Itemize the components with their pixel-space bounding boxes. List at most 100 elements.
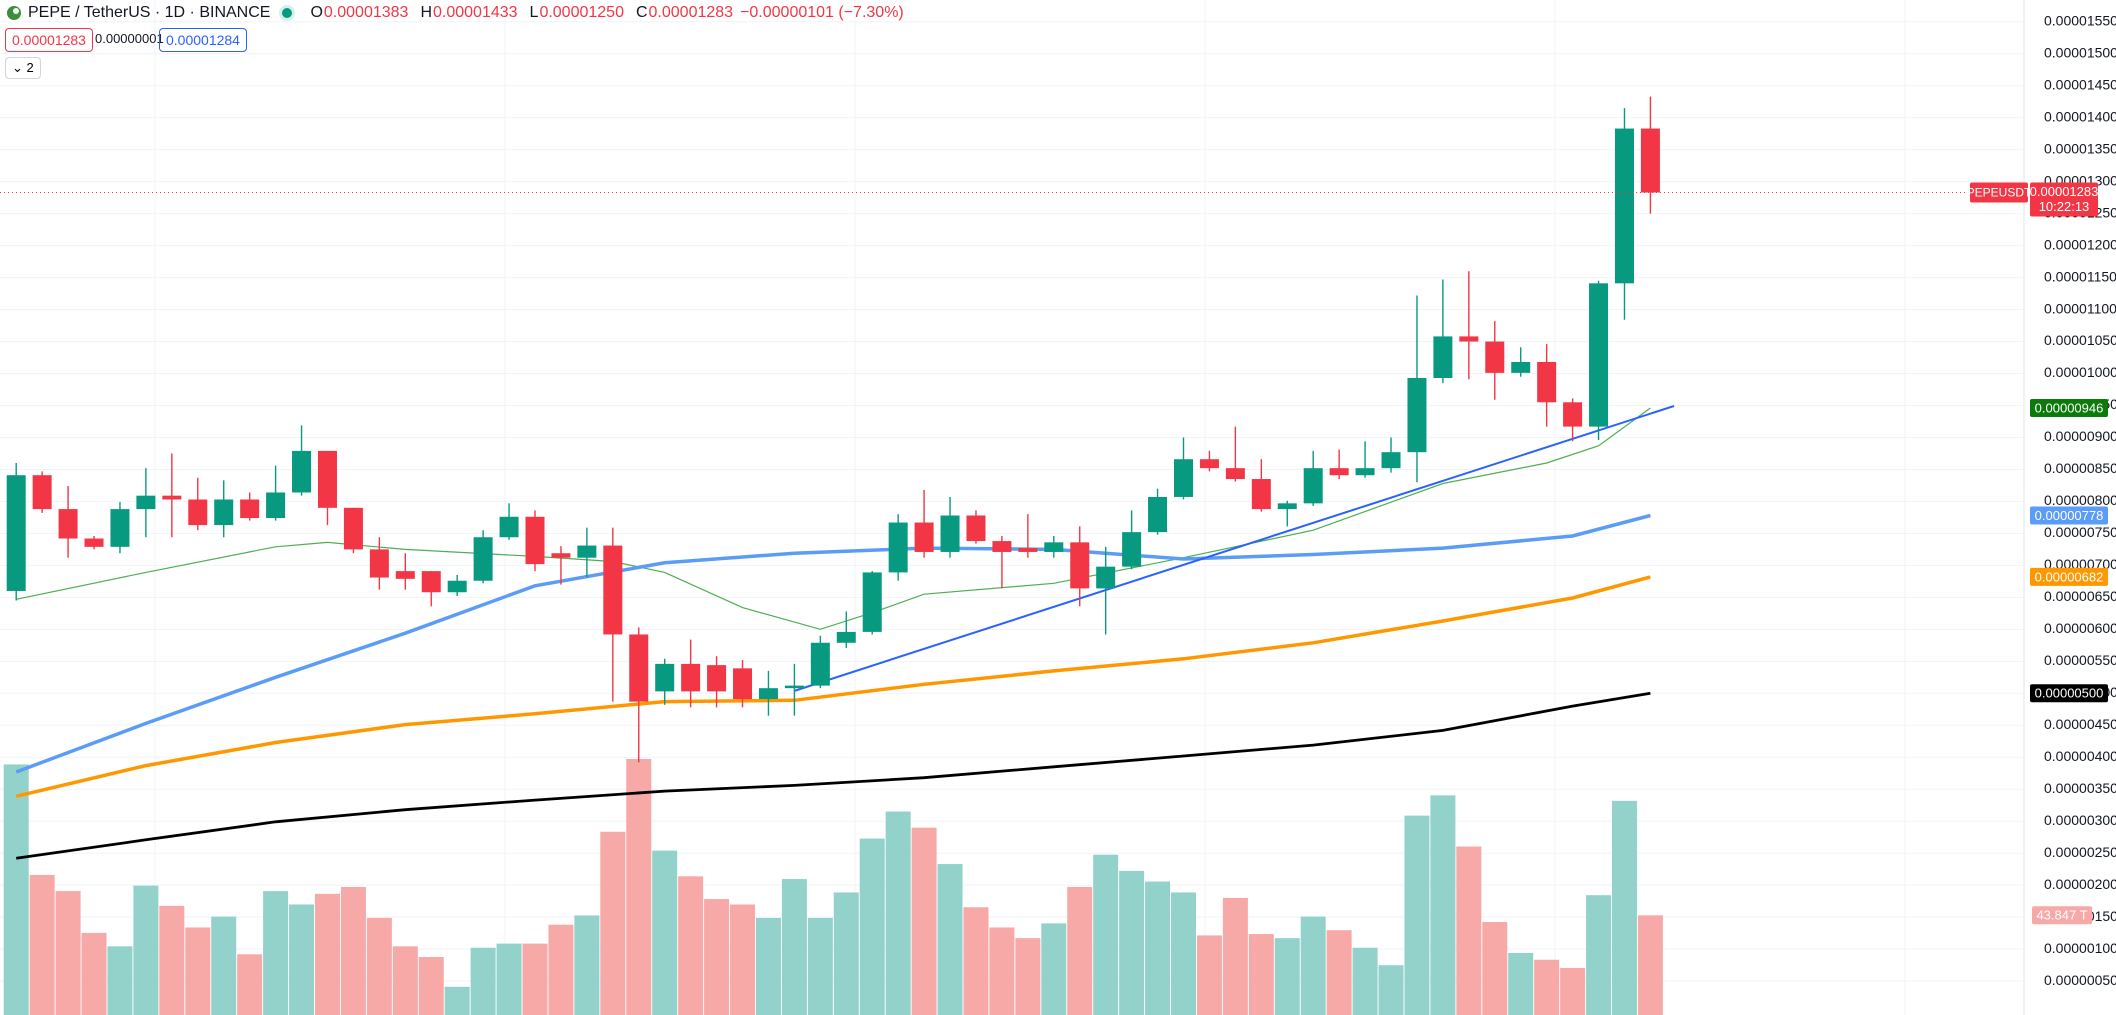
volume-bar — [626, 759, 652, 1015]
candle-body — [629, 634, 649, 702]
candle-body — [655, 663, 675, 692]
symbol-badge-label: PEPEUSDT — [1967, 186, 2032, 200]
candle-body — [1329, 468, 1349, 476]
volume-bar — [1404, 815, 1430, 1015]
y-tick-label: 0.00000300 — [2044, 812, 2116, 828]
price-badge-label: 0.00001283 — [2030, 184, 2099, 199]
candle-body — [473, 537, 493, 581]
symbol[interactable]: PEPE / TetherUS · 1D · BINANCE — [28, 4, 271, 21]
spread: 0.00000001 — [95, 31, 164, 46]
volume-bar — [263, 891, 289, 1015]
volume-bar — [1534, 959, 1560, 1015]
candle-body — [1251, 479, 1271, 510]
volume-bar — [781, 879, 807, 1015]
volume-bar — [1378, 965, 1404, 1015]
candle-body — [32, 475, 52, 510]
y-tick-label: 0.00000350 — [2044, 780, 2116, 796]
volume-bar — [3, 764, 29, 1015]
trendline[interactable] — [793, 405, 1675, 692]
ma-badge — [2030, 567, 2108, 586]
volume-bar — [496, 943, 522, 1015]
y-tick-label: 0.00001000 — [2044, 364, 2116, 380]
candle-body — [577, 545, 597, 558]
candle-body — [1537, 361, 1557, 403]
volume-bar — [911, 827, 937, 1015]
volume-bar — [1611, 800, 1637, 1015]
ma-badge — [2030, 399, 2108, 418]
open-label: O — [310, 4, 323, 21]
candle-body — [707, 665, 727, 692]
y-tick-label: 0.00000450 — [2044, 716, 2116, 732]
candle-body — [1485, 341, 1505, 373]
ma-badge-label: 0.00000682 — [2035, 569, 2104, 584]
low-value: 0.00001250 — [539, 4, 624, 21]
high-value: 0.00001433 — [433, 4, 518, 21]
indicators-toggle[interactable]: ⌄ 2 — [5, 57, 41, 79]
candle-body — [499, 516, 519, 538]
volume-bar — [289, 904, 315, 1015]
candle-body — [758, 688, 778, 700]
y-tick-label: 0.00001050 — [2044, 332, 2116, 348]
candle-body — [1044, 542, 1064, 552]
candle-body — [1589, 283, 1609, 427]
buy-button[interactable]: 0.00001284 — [159, 28, 247, 52]
candle-body — [551, 553, 571, 558]
volume-bar — [1508, 952, 1534, 1015]
candle-body — [836, 631, 856, 643]
volume-bar — [1300, 916, 1326, 1015]
open-value: 0.00001383 — [323, 4, 409, 21]
y-tick-label: 0.00000400 — [2044, 748, 2116, 764]
ma-badge — [2030, 684, 2108, 703]
y-tick-label: 0.00001200 — [2044, 236, 2116, 252]
volume-bar — [1430, 795, 1456, 1015]
volume-bar — [1145, 881, 1171, 1015]
change: −0.00000101 (−7.30%) — [740, 4, 904, 21]
volume-bar — [1586, 895, 1612, 1015]
y-tick-label: 0.00000100 — [2044, 940, 2116, 956]
candle-body — [1225, 468, 1245, 480]
candle-body — [862, 572, 882, 632]
candle-body — [343, 507, 363, 550]
sell-button[interactable]: 0.00001283 — [5, 28, 93, 52]
y-tick-label: 0.00000650 — [2044, 588, 2116, 604]
high-label: H — [420, 4, 432, 21]
y-tick-label: 0.00001400 — [2044, 108, 2116, 124]
candle-body — [369, 549, 389, 578]
volume-bar — [859, 838, 885, 1015]
candle-body — [1355, 468, 1375, 476]
candle-body — [603, 545, 623, 635]
candle-body — [1199, 459, 1219, 469]
volume-bar — [314, 893, 340, 1015]
candle-body — [784, 685, 804, 689]
candle-body — [888, 522, 908, 573]
volume-bar — [574, 915, 600, 1015]
candle-body — [58, 509, 78, 539]
candle-body — [1070, 542, 1090, 589]
close-value: 0.00001283 — [648, 4, 734, 21]
candle-body — [1303, 468, 1323, 504]
candle-body — [914, 522, 934, 552]
candle-body — [966, 515, 986, 542]
moving-average — [15, 575, 1651, 799]
y-tick-label: 0.00001500 — [2044, 44, 2116, 60]
vertical-grid — [154, 0, 1906, 1015]
y-tick-label: 0.00000550 — [2044, 652, 2116, 668]
volume-bar — [1119, 870, 1145, 1015]
candle-body — [292, 450, 312, 493]
candle-body — [1174, 459, 1193, 497]
volume-bar — [963, 907, 989, 1015]
volume-bar — [159, 905, 185, 1015]
moving-average — [15, 513, 1651, 774]
volume-bar — [211, 916, 237, 1015]
volume-bar — [1274, 938, 1300, 1015]
volume-bar — [107, 946, 133, 1015]
y-tick-label: 0.00000200 — [2044, 876, 2116, 892]
candle-body — [940, 515, 960, 552]
ma-badge — [2030, 506, 2108, 525]
symbol-icon — [7, 6, 21, 20]
candle-body — [317, 450, 337, 508]
volume-bar — [885, 811, 911, 1015]
volume-bar — [366, 917, 392, 1015]
volume-bar — [989, 927, 1015, 1015]
